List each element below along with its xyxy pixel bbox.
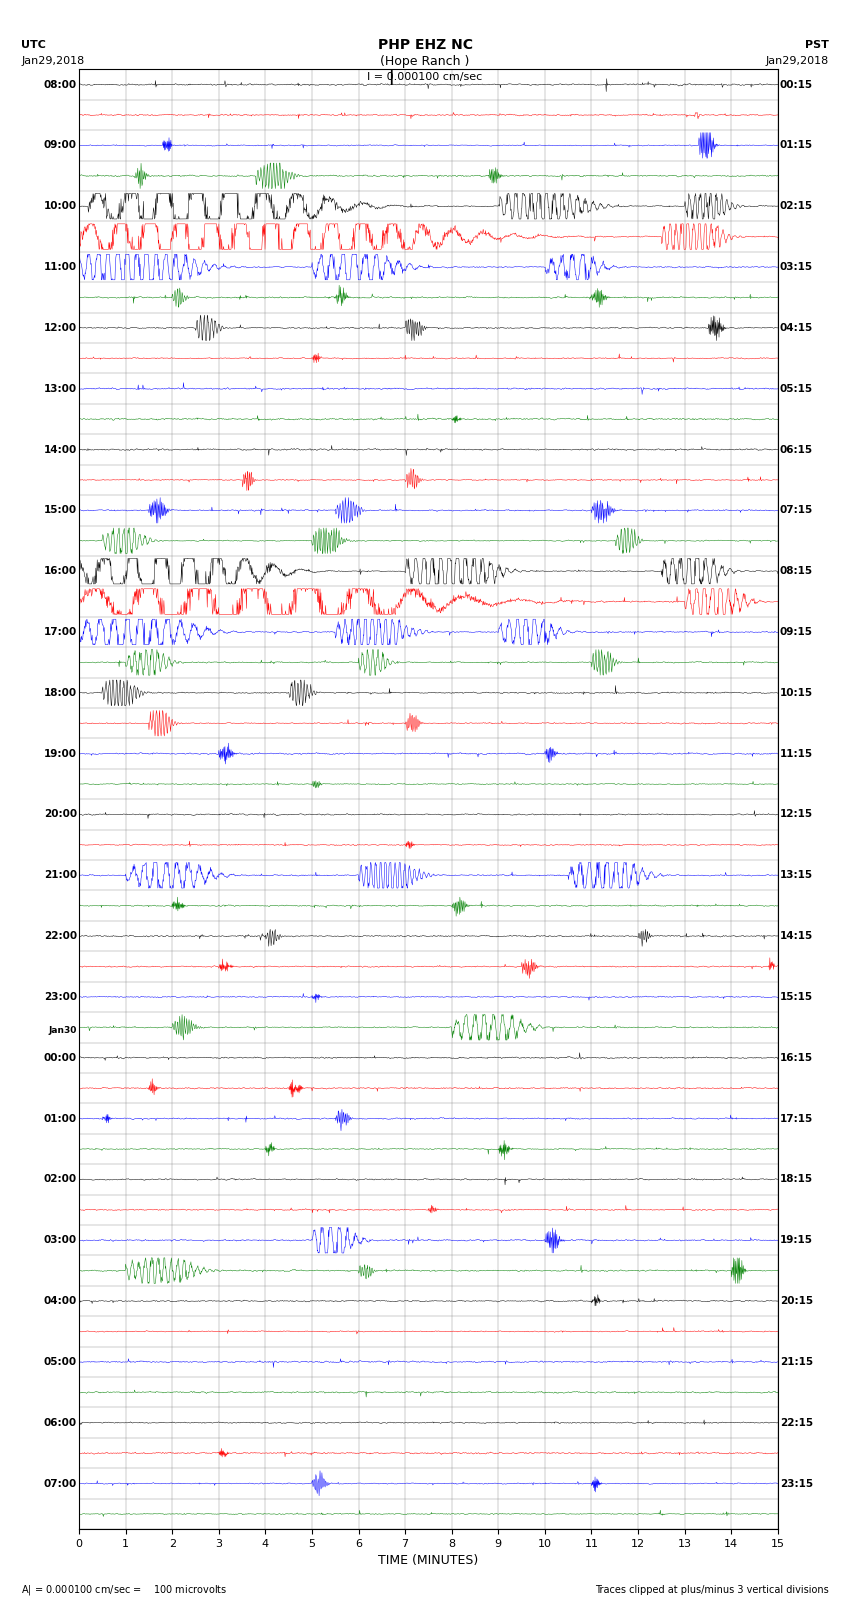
Text: 05:00: 05:00 — [44, 1357, 77, 1366]
Text: 15:15: 15:15 — [779, 992, 813, 1002]
Text: 10:00: 10:00 — [44, 202, 77, 211]
Text: 11:00: 11:00 — [44, 261, 77, 273]
Text: 19:00: 19:00 — [44, 748, 77, 758]
Text: Jan30: Jan30 — [48, 1026, 77, 1036]
Text: 08:00: 08:00 — [44, 79, 77, 90]
Text: 06:00: 06:00 — [44, 1418, 77, 1428]
Text: Traces clipped at plus/minus 3 vertical divisions: Traces clipped at plus/minus 3 vertical … — [595, 1586, 829, 1595]
Text: 16:00: 16:00 — [44, 566, 77, 576]
Text: 12:15: 12:15 — [779, 810, 813, 819]
Text: 00:15: 00:15 — [779, 79, 813, 90]
Text: 13:00: 13:00 — [44, 384, 77, 394]
Text: 22:15: 22:15 — [779, 1418, 813, 1428]
Text: 02:00: 02:00 — [44, 1174, 77, 1184]
Text: 21:00: 21:00 — [44, 871, 77, 881]
Text: UTC: UTC — [21, 40, 46, 50]
Text: 02:15: 02:15 — [779, 202, 813, 211]
Text: 07:00: 07:00 — [43, 1479, 77, 1489]
Text: 17:00: 17:00 — [43, 627, 77, 637]
Text: PST: PST — [805, 40, 829, 50]
Text: 11:15: 11:15 — [779, 748, 813, 758]
Text: 06:15: 06:15 — [779, 445, 813, 455]
Text: 18:15: 18:15 — [779, 1174, 813, 1184]
Text: 04:00: 04:00 — [43, 1295, 77, 1307]
Text: 01:00: 01:00 — [44, 1113, 77, 1124]
Text: 12:00: 12:00 — [44, 323, 77, 332]
Text: 04:15: 04:15 — [779, 323, 813, 332]
Text: 20:15: 20:15 — [779, 1295, 813, 1307]
X-axis label: TIME (MINUTES): TIME (MINUTES) — [378, 1555, 479, 1568]
Text: 09:15: 09:15 — [779, 627, 813, 637]
Text: 07:15: 07:15 — [779, 505, 813, 515]
Text: $\mathsf{A}$| = 0.000100 cm/sec =    100 microvolts: $\mathsf{A}$| = 0.000100 cm/sec = 100 mi… — [21, 1584, 228, 1597]
Text: 14:00: 14:00 — [43, 445, 77, 455]
Text: I = 0.000100 cm/sec: I = 0.000100 cm/sec — [367, 73, 483, 82]
Text: 23:00: 23:00 — [44, 992, 77, 1002]
Text: 03:15: 03:15 — [779, 261, 813, 273]
Text: 09:00: 09:00 — [44, 140, 77, 150]
Text: 18:00: 18:00 — [44, 687, 77, 698]
Text: 00:00: 00:00 — [44, 1053, 77, 1063]
Text: 14:15: 14:15 — [779, 931, 813, 940]
Text: (Hope Ranch ): (Hope Ranch ) — [380, 55, 470, 68]
Text: 08:15: 08:15 — [779, 566, 813, 576]
Text: 17:15: 17:15 — [779, 1113, 813, 1124]
Text: 01:15: 01:15 — [779, 140, 813, 150]
Text: 10:15: 10:15 — [779, 687, 813, 698]
Text: 23:15: 23:15 — [779, 1479, 813, 1489]
Text: 15:00: 15:00 — [44, 505, 77, 515]
Text: 13:15: 13:15 — [779, 871, 813, 881]
Text: PHP EHZ NC: PHP EHZ NC — [377, 39, 473, 52]
Text: 22:00: 22:00 — [44, 931, 77, 940]
Text: 05:15: 05:15 — [779, 384, 813, 394]
Text: 20:00: 20:00 — [44, 810, 77, 819]
Text: 21:15: 21:15 — [779, 1357, 813, 1366]
Text: Jan29,2018: Jan29,2018 — [21, 56, 84, 66]
Text: Jan29,2018: Jan29,2018 — [766, 56, 829, 66]
Text: |: | — [388, 69, 394, 85]
Text: 03:00: 03:00 — [44, 1236, 77, 1245]
Text: 16:15: 16:15 — [779, 1053, 813, 1063]
Text: 19:15: 19:15 — [779, 1236, 813, 1245]
